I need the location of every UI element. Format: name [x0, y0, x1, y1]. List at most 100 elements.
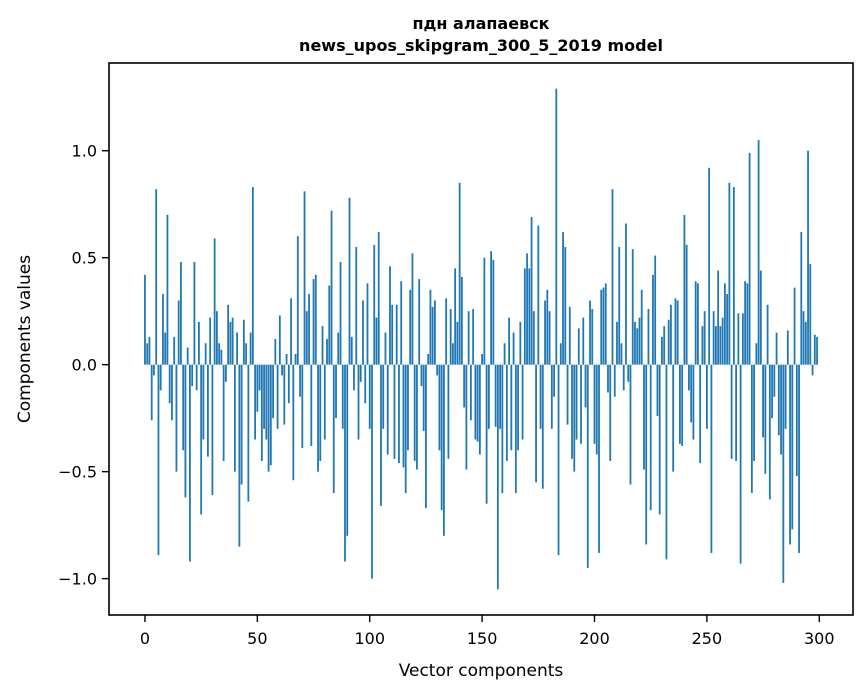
bar	[652, 274, 654, 365]
bar	[393, 364, 396, 459]
bar	[492, 259, 495, 365]
bar	[546, 289, 549, 365]
y-tick-label: 0.0	[72, 356, 97, 375]
bar	[323, 364, 326, 440]
bar	[242, 319, 245, 365]
bar	[458, 182, 461, 365]
bar	[155, 189, 158, 365]
bar	[582, 317, 585, 365]
bar	[730, 364, 733, 459]
bar	[816, 336, 818, 365]
bar	[173, 336, 176, 365]
bar	[571, 364, 573, 459]
bar	[510, 364, 513, 451]
bar	[647, 309, 650, 365]
bar	[739, 364, 742, 564]
bar	[469, 364, 472, 421]
bar	[335, 364, 337, 419]
bar	[679, 364, 681, 444]
bar	[413, 364, 416, 461]
bar	[467, 311, 470, 365]
bar	[517, 364, 519, 451]
y-tick-label: 1.0	[72, 142, 97, 161]
bar	[544, 300, 546, 365]
bar	[537, 225, 540, 365]
bar	[798, 364, 800, 553]
bar	[690, 364, 693, 423]
bar	[768, 364, 771, 500]
bar	[512, 332, 515, 365]
bar	[443, 364, 445, 536]
x-tick-label: 50	[247, 629, 267, 648]
bar	[777, 364, 780, 436]
bar	[694, 281, 697, 365]
bar	[755, 343, 758, 365]
bar	[595, 364, 598, 455]
bar	[341, 364, 344, 429]
bar	[613, 364, 616, 397]
bar	[407, 364, 409, 451]
bar	[463, 364, 466, 408]
bar	[813, 334, 816, 365]
bar	[402, 364, 405, 468]
bar	[539, 364, 542, 429]
bar	[213, 238, 216, 365]
bar	[481, 353, 484, 365]
bar	[436, 364, 439, 376]
bar	[233, 364, 236, 472]
bar	[584, 364, 587, 408]
bar	[456, 321, 459, 365]
bar	[171, 364, 173, 421]
bar	[265, 364, 268, 440]
bar	[332, 364, 335, 494]
bar	[795, 364, 798, 476]
bar	[708, 167, 711, 365]
bar	[409, 289, 412, 365]
bar	[231, 317, 234, 365]
bar	[144, 274, 146, 365]
bar	[427, 353, 430, 365]
bar	[375, 317, 378, 365]
bar	[184, 364, 187, 498]
bar	[434, 300, 436, 365]
bar	[220, 349, 223, 365]
bar	[274, 339, 277, 365]
bar	[189, 364, 191, 562]
bar	[308, 294, 310, 365]
bar	[681, 364, 684, 446]
bar	[562, 232, 564, 365]
bar	[670, 304, 672, 365]
bar	[714, 326, 717, 365]
bar	[688, 364, 690, 391]
bar	[371, 364, 373, 579]
bar	[643, 364, 645, 470]
bar	[602, 287, 605, 365]
bar	[782, 364, 785, 583]
bar	[389, 266, 391, 365]
bar	[229, 321, 232, 365]
bar	[699, 364, 702, 464]
bar	[256, 364, 259, 412]
bar	[514, 364, 517, 494]
bar	[505, 364, 508, 461]
bar	[258, 364, 261, 391]
bar	[200, 364, 203, 515]
bar	[411, 253, 414, 365]
bar	[701, 326, 704, 365]
bar	[224, 364, 227, 382]
x-tick-label: 200	[579, 629, 610, 648]
bar	[278, 315, 281, 365]
bar	[472, 309, 475, 365]
bar	[573, 364, 576, 472]
bar	[460, 276, 463, 365]
bar	[611, 189, 614, 365]
bar	[180, 261, 182, 365]
bar	[672, 364, 675, 472]
bar	[773, 364, 776, 397]
bar	[744, 281, 747, 365]
bar	[465, 364, 468, 470]
bar	[566, 364, 569, 425]
bar	[728, 182, 731, 365]
